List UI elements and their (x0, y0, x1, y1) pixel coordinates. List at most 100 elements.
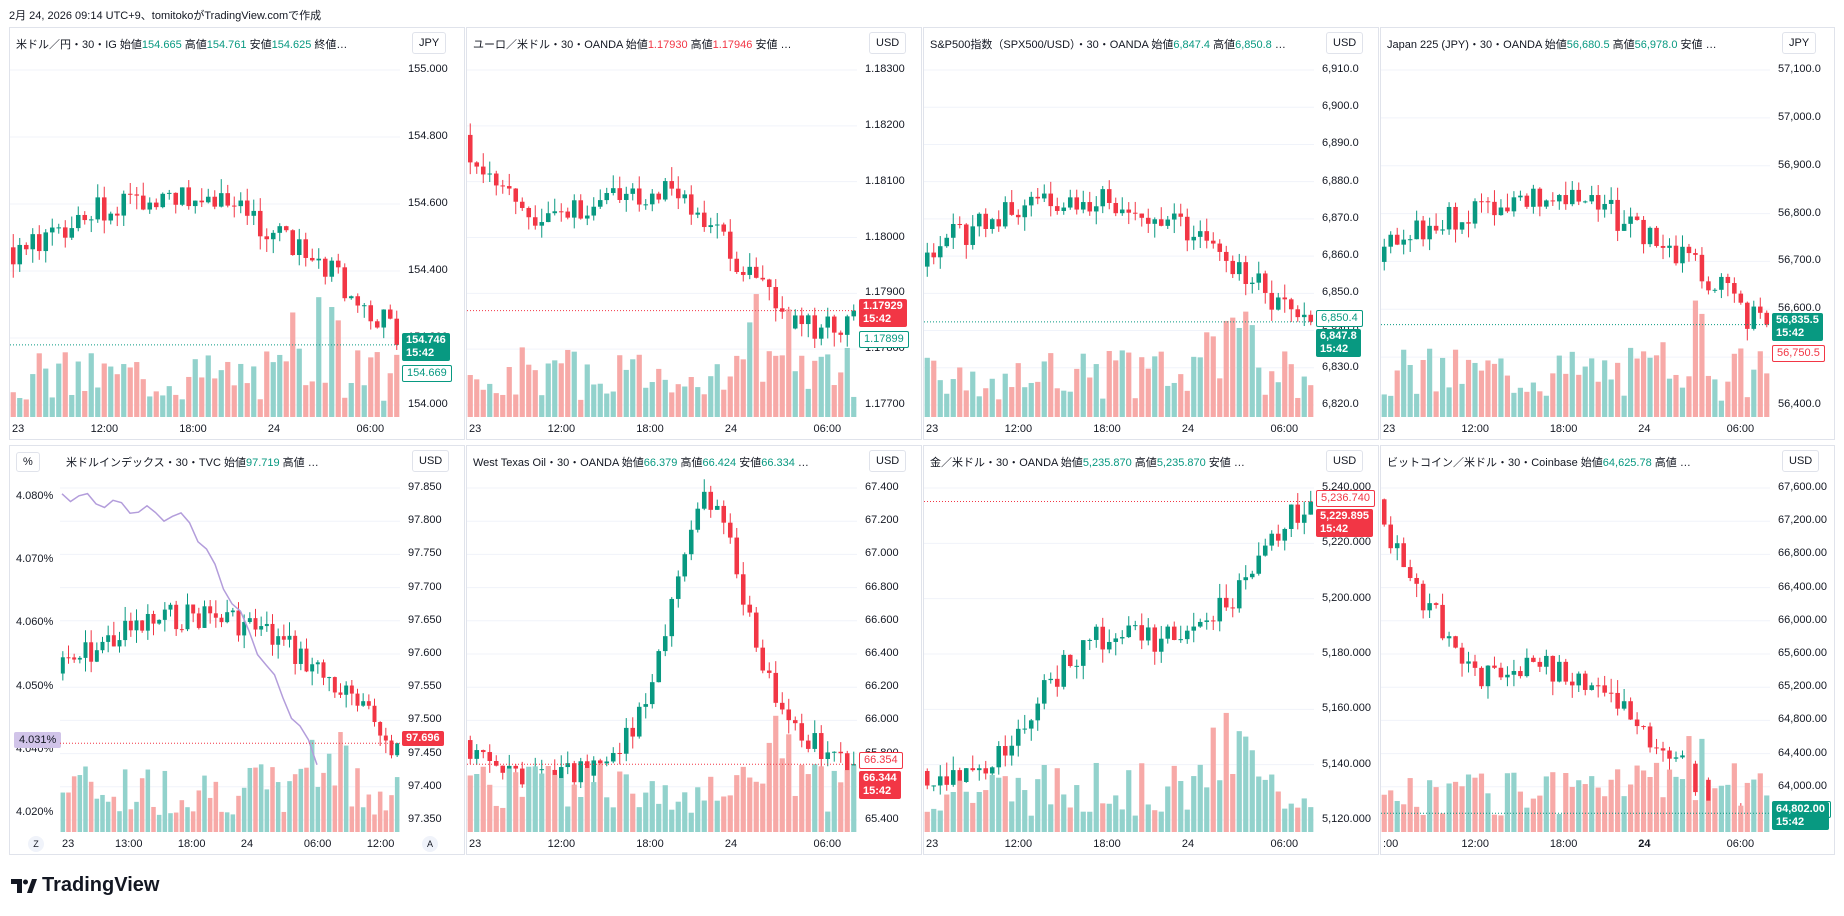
candle-body[interactable] (1236, 262, 1242, 275)
candle-body[interactable] (30, 234, 36, 250)
candle-body[interactable] (49, 227, 55, 233)
candle-body[interactable] (253, 618, 258, 630)
candle-body[interactable] (708, 491, 714, 510)
candle-body[interactable] (695, 212, 701, 215)
candle-body[interactable] (1719, 276, 1724, 290)
candle-body[interactable] (1204, 231, 1210, 241)
candle-body[interactable] (1427, 603, 1432, 611)
candle-body[interactable] (1113, 202, 1119, 214)
candle-body[interactable] (1589, 195, 1594, 202)
candle-body[interactable] (708, 225, 714, 228)
candle-body[interactable] (1563, 195, 1569, 205)
candle-body[interactable] (1511, 671, 1517, 675)
symbol-legend[interactable]: Japan 225 (JPY)・30・OANDA 始値56,680.5 高値56… (1387, 36, 1766, 52)
candle-body[interactable] (1407, 239, 1413, 241)
candle-body[interactable] (1282, 528, 1288, 541)
candle-body[interactable] (825, 752, 831, 760)
candle-body[interactable] (374, 321, 380, 328)
candle-body[interactable] (1035, 703, 1041, 721)
candle-body[interactable] (1433, 603, 1439, 605)
candle-body[interactable] (1414, 577, 1419, 584)
candle-body[interactable] (1680, 246, 1685, 264)
candle-body[interactable] (571, 200, 577, 218)
candle-body[interactable] (792, 720, 798, 724)
candle-body[interactable] (1275, 297, 1281, 310)
candle-body[interactable] (1223, 251, 1229, 261)
candle-body[interactable] (1145, 627, 1151, 641)
candle-body[interactable] (185, 604, 190, 630)
candle-body[interactable] (378, 722, 383, 736)
candle-body[interactable] (688, 529, 694, 555)
candle-body[interactable] (225, 612, 230, 623)
candle-body[interactable] (996, 219, 1002, 227)
candle-body[interactable] (558, 211, 564, 213)
candle-body[interactable] (480, 750, 486, 753)
candle-body[interactable] (565, 211, 571, 218)
candle-body[interactable] (151, 613, 156, 624)
chart-panel[interactable]: Japan 225 (JPY)・30・OANDA 始値56,680.5 高値56… (1380, 27, 1835, 440)
candle-body[interactable] (60, 657, 65, 674)
candle-body[interactable] (1531, 657, 1536, 662)
candle-body[interactable] (1080, 202, 1086, 210)
candle-body[interactable] (1080, 640, 1086, 666)
candle-body[interactable] (1028, 720, 1034, 729)
candle-body[interactable] (493, 173, 499, 186)
candle-body[interactable] (389, 740, 394, 756)
candle-body[interactable] (281, 636, 286, 640)
candle-body[interactable] (1139, 625, 1145, 641)
candle-body[interactable] (931, 252, 937, 258)
candle-body[interactable] (1647, 726, 1653, 748)
candle-body[interactable] (56, 227, 62, 229)
candle-body[interactable] (1557, 661, 1562, 682)
currency-button[interactable]: JPY (1782, 32, 1817, 54)
candle-body[interactable] (1223, 597, 1229, 608)
candle-body[interactable] (805, 740, 811, 749)
candle-body[interactable] (72, 657, 77, 660)
candle-body[interactable] (1433, 225, 1439, 231)
candle-body[interactable] (578, 761, 584, 783)
candle-body[interactable] (779, 702, 785, 710)
candle-body[interactable] (623, 193, 629, 200)
candle-body[interactable] (963, 224, 969, 245)
candle-body[interactable] (1602, 203, 1607, 210)
candle-body[interactable] (186, 187, 192, 207)
candle-body[interactable] (322, 258, 328, 277)
candle-body[interactable] (1667, 245, 1672, 248)
candle-body[interactable] (1394, 543, 1400, 549)
candle-body[interactable] (480, 166, 486, 175)
candle-body[interactable] (1595, 195, 1601, 210)
candle-body[interactable] (630, 727, 636, 737)
candle-body[interactable] (558, 767, 564, 780)
price-chart[interactable] (10, 28, 465, 440)
candle-body[interactable] (1738, 293, 1744, 303)
candle-body[interactable] (1569, 189, 1575, 205)
candle-body[interactable] (1414, 220, 1419, 240)
candle-body[interactable] (199, 200, 205, 203)
candle-body[interactable] (1660, 748, 1666, 751)
candle-body[interactable] (1028, 196, 1034, 206)
candle-body[interactable] (1178, 639, 1184, 641)
candle-body[interactable] (95, 197, 101, 220)
candle-body[interactable] (1505, 207, 1510, 212)
candle-body[interactable] (1126, 209, 1132, 213)
percent-scale-button[interactable]: % (16, 452, 40, 472)
candle-body[interactable] (1595, 685, 1601, 687)
candle-body[interactable] (1582, 201, 1588, 203)
candle-body[interactable] (1022, 205, 1028, 218)
candle-body[interactable] (675, 188, 681, 199)
price-chart[interactable] (924, 446, 1379, 855)
candle-body[interactable] (202, 606, 207, 628)
candle-body[interactable] (976, 213, 982, 227)
symbol-legend[interactable]: ビットコイン／米ドル・30・Coinbase 始値64,625.78 高値 … (1387, 454, 1766, 470)
candle-body[interactable] (1197, 231, 1203, 237)
candle-body[interactable] (714, 224, 720, 226)
candle-body[interactable] (1152, 627, 1158, 652)
candle-body[interactable] (779, 308, 785, 312)
candle-body[interactable] (1557, 195, 1562, 202)
candle-body[interactable] (1178, 213, 1184, 217)
candle-body[interactable] (1706, 281, 1711, 291)
chart-panel[interactable]: ビットコイン／米ドル・30・Coinbase 始値64,625.78 高値 … U… (1380, 445, 1835, 855)
candle-body[interactable] (128, 620, 133, 631)
candle-body[interactable] (394, 318, 400, 345)
candle-body[interactable] (1388, 234, 1393, 247)
